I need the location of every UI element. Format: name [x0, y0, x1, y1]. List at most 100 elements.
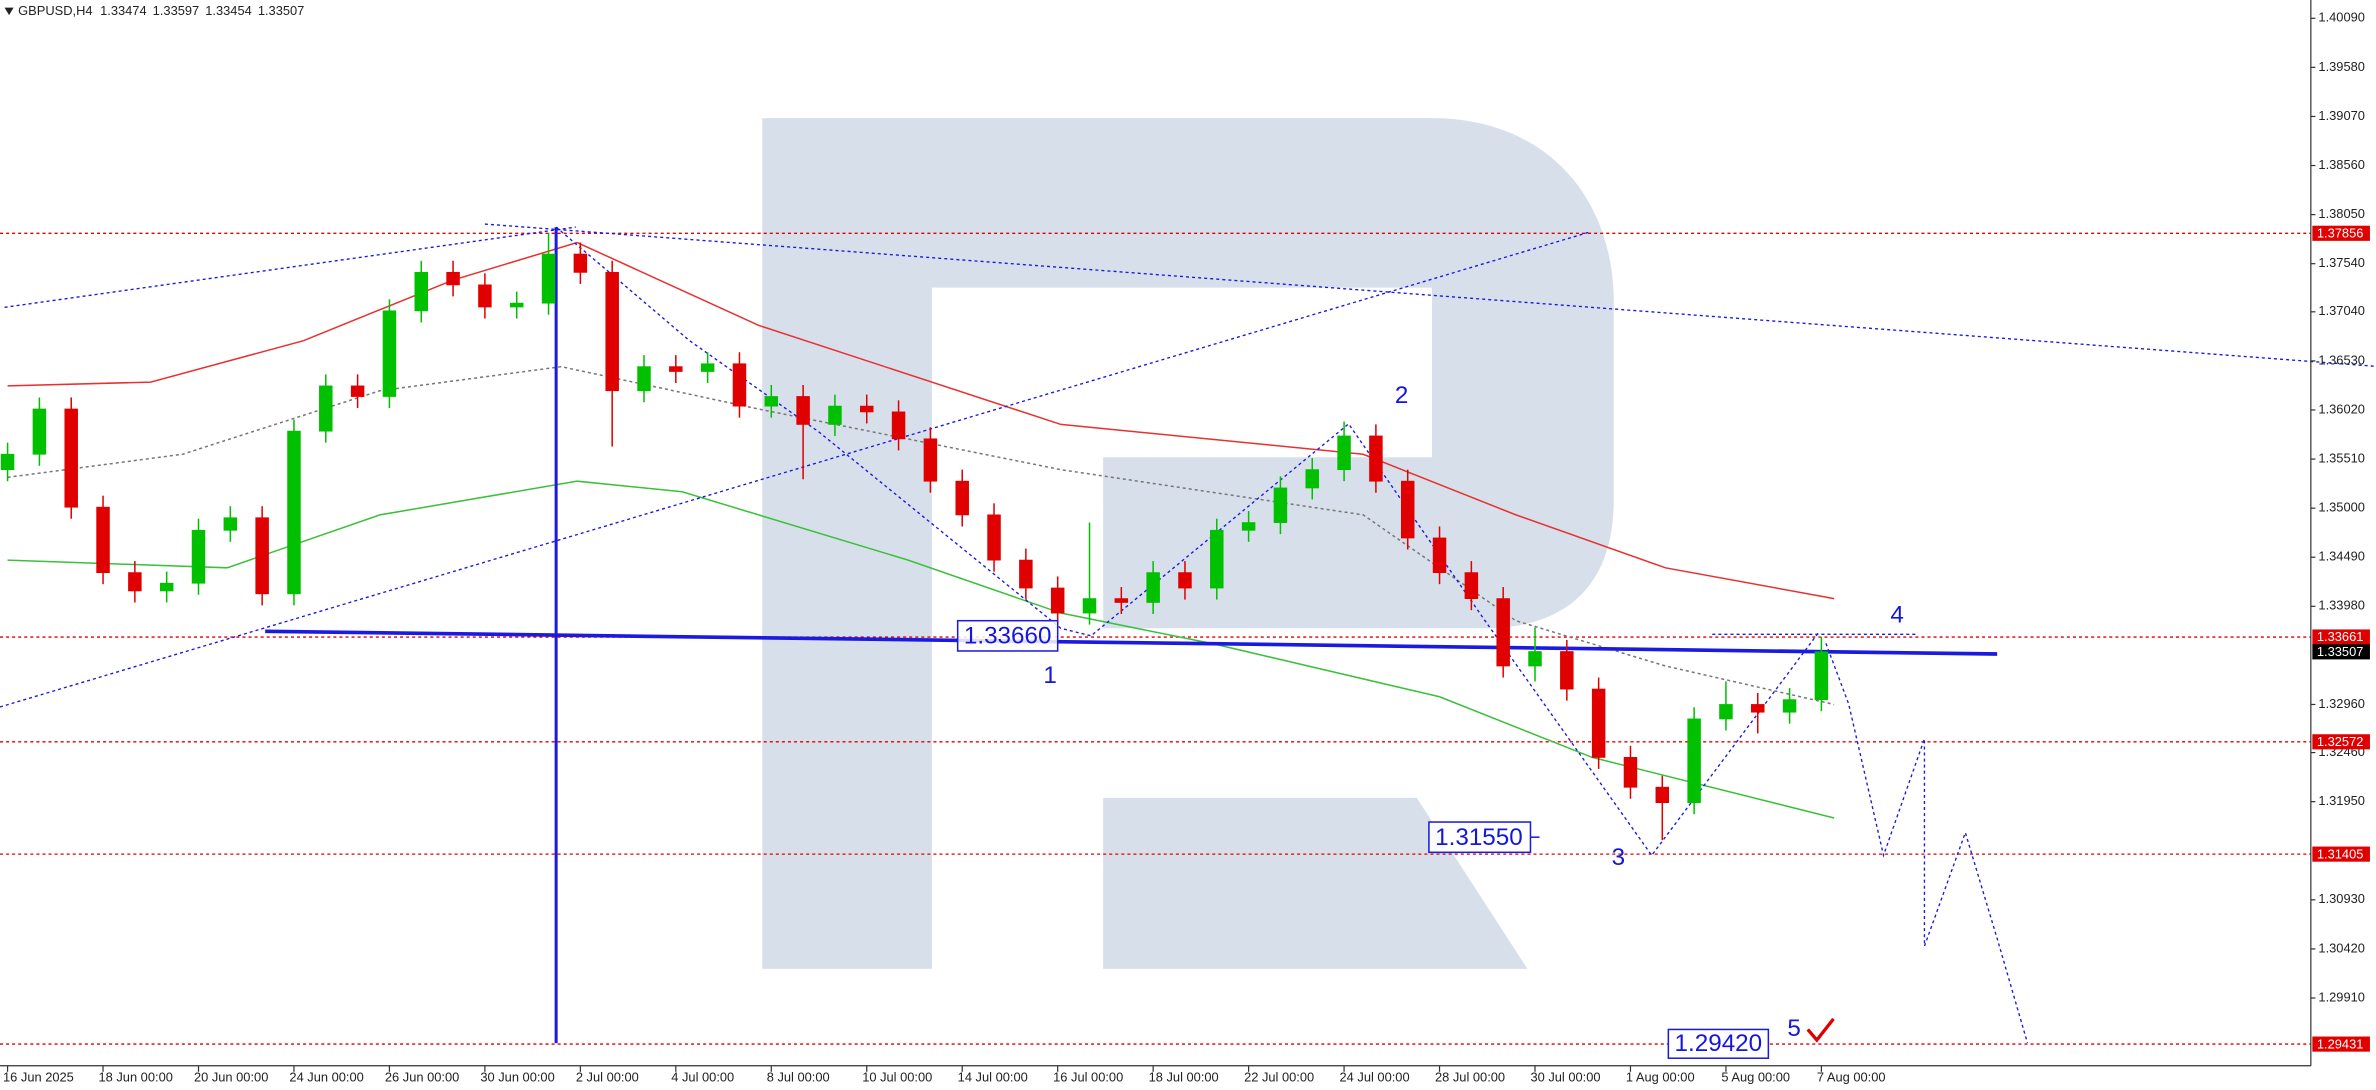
- level-label-box: [2312, 225, 2370, 241]
- x-tick-label: 5 Aug 00:00: [1721, 1069, 1790, 1084]
- candle-body: [255, 517, 269, 595]
- level-label: 1.37856: [2317, 225, 2364, 240]
- candle-body: [955, 480, 969, 516]
- quote: 1.33597: [153, 4, 200, 19]
- x-tick-label: 30 Jul 00:00: [1530, 1069, 1600, 1084]
- candle-body: [1814, 651, 1829, 701]
- level-label: 1.32572: [2317, 734, 2364, 749]
- wave-label: 4: [1890, 602, 1903, 629]
- check-mark: [1806, 1017, 1835, 1043]
- candle-body: [0, 453, 15, 471]
- candle-body: [1591, 688, 1606, 758]
- quote: 1.33507: [258, 4, 305, 19]
- y-tick-label: 1.32960: [2318, 696, 2365, 711]
- candle-body: [1305, 469, 1319, 489]
- wave-label: 1: [1043, 662, 1056, 689]
- y-tick-label: 1.29910: [2318, 989, 2365, 1004]
- level-label: 1.33661: [2317, 629, 2364, 644]
- candle-body: [764, 396, 779, 407]
- x-tick-label: 2 Jul 00:00: [576, 1069, 639, 1084]
- candle-body: [605, 271, 619, 392]
- wave-label: 5: [1787, 1015, 1800, 1042]
- x-tick-label: 10 Jul 00:00: [862, 1069, 932, 1084]
- candle-body: [573, 253, 588, 273]
- trendline: [4, 226, 576, 308]
- candle-body: [128, 572, 142, 592]
- y-tick-label: 1.40090: [2318, 10, 2365, 25]
- x-tick-label: 22 Jul 00:00: [1244, 1069, 1314, 1084]
- level-label: 1.29431: [2317, 1036, 2364, 1051]
- candle-body: [1210, 529, 1224, 589]
- trendlines: [0, 223, 2376, 1044]
- x-tick-label: 18 Jun 00:00: [98, 1069, 172, 1084]
- indicator-line: [7, 480, 1835, 819]
- candle-body: [923, 438, 938, 482]
- candle-body: [1369, 435, 1383, 482]
- x-tick-label: 20 Jun 00:00: [194, 1069, 268, 1084]
- y-tick-label: 1.36530: [2318, 352, 2365, 367]
- price-label: 1.29420: [1675, 1030, 1763, 1057]
- y-tick-label: 1.31950: [2318, 793, 2365, 808]
- watermark: [762, 118, 1614, 969]
- last-price-box: [2312, 644, 2370, 660]
- price-label: 1.31550: [1435, 824, 1523, 851]
- x-tick-label: 7 Aug 00:00: [1817, 1069, 1886, 1084]
- x-tick-label: 4 Jul 00:00: [671, 1069, 734, 1084]
- candle-body: [1050, 587, 1065, 614]
- y-tick-label: 1.33980: [2318, 598, 2365, 613]
- candle-body: [1082, 598, 1097, 614]
- candle-body: [64, 408, 78, 508]
- candle-body: [1528, 651, 1542, 667]
- candle-body: [828, 405, 842, 425]
- candle-body: [1337, 435, 1351, 471]
- candle-body: [1687, 718, 1701, 804]
- trendline: [0, 230, 1592, 708]
- level-label: 1.31405: [2317, 846, 2364, 861]
- candle-body: [382, 310, 397, 397]
- y-tick-label: 1.37040: [2318, 303, 2365, 318]
- indicators: [7, 241, 1835, 819]
- level-label-box: [2312, 846, 2370, 862]
- candle-body: [478, 284, 492, 308]
- candle-body: [509, 302, 524, 308]
- candle-body: [1464, 572, 1479, 599]
- candle-body: [732, 363, 747, 407]
- candle-body: [414, 271, 428, 312]
- quote: 1.33474: [100, 4, 147, 19]
- candle-body: [637, 366, 651, 392]
- x-tick-label: 24 Jun 00:00: [289, 1069, 363, 1084]
- candle-body: [1719, 704, 1733, 720]
- candle-body: [1146, 572, 1160, 603]
- y-tick-label: 1.37540: [2318, 255, 2365, 270]
- header: GBPUSD,H4 1.33474 1.33597 1.33454 1.33507: [18, 4, 304, 19]
- candle-body: [987, 514, 1001, 561]
- x-tick-label: 24 Jul 00:00: [1340, 1069, 1410, 1084]
- price-label-box: [1428, 821, 1532, 854]
- support-line: [265, 629, 1998, 656]
- x-tick-label: 30 Jun 00:00: [480, 1069, 554, 1084]
- candle-body: [96, 506, 110, 574]
- axes: 1.40090 1.39580 1.39070 1.38560 1.38050 1.375…: [3, 10, 2370, 1084]
- symbol: GBPUSD,H4: [18, 4, 92, 19]
- candle-body: [700, 363, 715, 372]
- candle-body: [1400, 480, 1415, 539]
- candle-body: [1782, 699, 1797, 713]
- y-tick-label: 1.34490: [2318, 549, 2365, 564]
- candle-body: [891, 411, 906, 440]
- annotations: 1.33660 1.31550 1.29420 1 2 3 4 5: [956, 382, 1904, 1059]
- y-tick-label: 1.35510: [2318, 450, 2365, 465]
- candle-body: [1019, 559, 1033, 589]
- level-label-box: [2312, 1036, 2370, 1052]
- candle-body: [1114, 598, 1129, 603]
- candle-body: [319, 385, 333, 432]
- price-label-box: [1667, 1028, 1770, 1059]
- y-tick-label: 1.30930: [2318, 891, 2365, 906]
- y-tick-label: 1.30420: [2318, 940, 2365, 955]
- candle-body: [669, 366, 683, 372]
- candle-body: [287, 430, 301, 595]
- level-label-box: [2312, 629, 2370, 645]
- candle-body: [541, 253, 556, 304]
- x-tick-label: 1 Aug 00:00: [1626, 1069, 1695, 1084]
